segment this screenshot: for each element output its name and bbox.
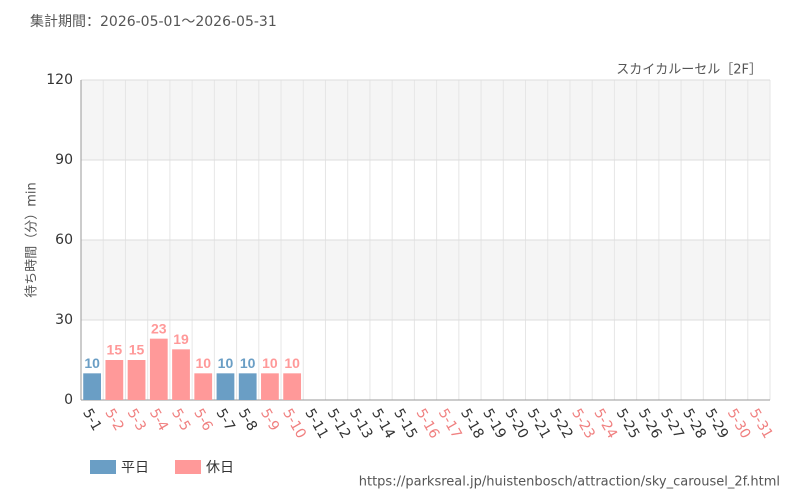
bar (105, 360, 124, 400)
x-tick-label: 5-6 (190, 406, 215, 434)
bar (261, 373, 279, 400)
chart-subtitle: スカイカルーセル［2F］ (616, 63, 762, 78)
x-tick-label: 5-1 (79, 406, 104, 434)
bar (216, 373, 235, 400)
x-tick-label: 5-4 (146, 406, 171, 434)
value-label: 15 (107, 342, 123, 358)
x-tick-label: 5-3 (124, 406, 149, 434)
bar (283, 373, 302, 400)
bar (238, 373, 257, 400)
y-tick-label: 120 (46, 72, 73, 88)
value-label: 10 (218, 355, 234, 371)
y-tick-label: 0 (64, 392, 73, 408)
grid-band (81, 240, 770, 320)
y-axis-label: 待ち時間（分）min (25, 182, 40, 298)
x-tick-label: 5-31 (746, 406, 776, 442)
x-tick-label: 5-7 (213, 406, 238, 434)
legend-label: 休日 (206, 460, 234, 476)
y-tick-label: 60 (55, 232, 73, 248)
value-label: 23 (151, 320, 167, 336)
legend-label: 平日 (121, 460, 149, 476)
chart-title: 集計期間：2026-05-01～2026-05-31 (30, 13, 277, 30)
value-label: 10 (240, 355, 256, 371)
grid-band (81, 80, 770, 160)
y-tick-label: 30 (55, 312, 73, 328)
value-label: 19 (173, 331, 189, 347)
bar (194, 373, 213, 400)
y-tick-label: 90 (55, 152, 73, 168)
x-tick-label: 5-9 (257, 406, 282, 434)
bar (83, 373, 102, 400)
value-label: 10 (84, 355, 100, 371)
bar (149, 338, 168, 400)
legend-swatch (90, 460, 116, 474)
x-tick-label: 5-8 (235, 406, 260, 434)
value-label: 10 (262, 355, 278, 371)
value-label: 10 (284, 355, 300, 371)
value-label: 10 (195, 355, 211, 371)
source-url: https://parksreal.jp/huistenbosch/attrac… (359, 475, 780, 490)
x-tick-label: 5-2 (101, 406, 126, 434)
bar (172, 349, 190, 400)
legend-swatch (175, 460, 201, 474)
bar (127, 360, 146, 400)
value-label: 15 (129, 342, 145, 358)
x-tick-label: 5-5 (168, 406, 193, 434)
